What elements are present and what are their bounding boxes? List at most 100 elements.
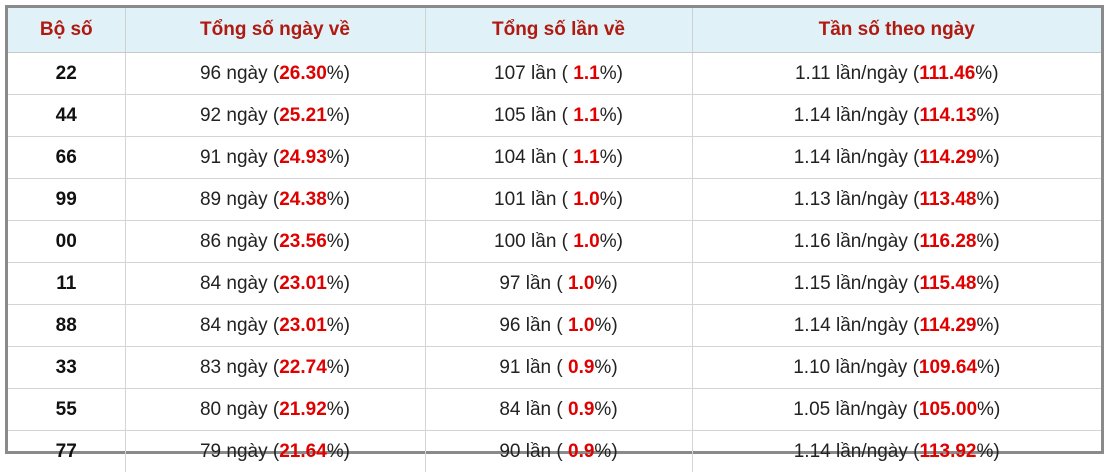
cell-text: 91 lần ( [499, 357, 568, 378]
cell: 84 ngày (23.01%) [125, 263, 425, 305]
percent-value: 23.56 [279, 231, 327, 252]
number-pair: 00 [8, 221, 125, 263]
percent-value: 114.13 [919, 105, 976, 126]
percent-value: 1.0 [568, 315, 594, 336]
cell-text: %) [977, 441, 1000, 462]
cell-text: %) [327, 399, 350, 420]
percent-value: 111.46 [919, 63, 975, 84]
header-cell: Tổng số lần về [425, 8, 692, 53]
percent-value: 109.64 [919, 357, 977, 378]
percent-value: 115.48 [919, 273, 976, 294]
percent-value: 114.29 [919, 315, 976, 336]
cell-text: 1.05 lần/ngày ( [793, 399, 919, 420]
cell-text: 1.16 lần/ngày ( [794, 231, 920, 252]
cell-text: 1.14 lần/ngày ( [794, 105, 920, 126]
cell-text: %) [977, 273, 1000, 294]
cell-text: %) [594, 315, 617, 336]
cell-text: 1.11 lần/ngày ( [795, 63, 919, 84]
percent-value: 22.74 [279, 357, 327, 378]
number-pair: 99 [8, 179, 125, 221]
number-pair: 77 [8, 431, 125, 472]
percent-value: 1.0 [573, 189, 599, 210]
cell-text: 1.14 lần/ngày ( [794, 315, 920, 336]
cell: 84 lần ( 0.9%) [425, 389, 692, 431]
cell: 1.16 lần/ngày (116.28%) [692, 221, 1101, 263]
cell-text: 1.10 lần/ngày ( [793, 357, 919, 378]
cell-text: %) [327, 189, 350, 210]
percent-value: 25.21 [279, 105, 327, 126]
cell-text: 86 ngày ( [200, 231, 279, 252]
cell: 91 ngày (24.93%) [125, 137, 425, 179]
cell-text: %) [327, 147, 350, 168]
header-cell: Tổng số ngày về [125, 8, 425, 53]
cell: 105 lần ( 1.1%) [425, 95, 692, 137]
cell-text: 101 lần ( [494, 189, 573, 210]
cell: 96 ngày (26.30%) [125, 53, 425, 95]
cell: 1.14 lần/ngày (114.29%) [692, 305, 1101, 347]
cell: 89 ngày (24.38%) [125, 179, 425, 221]
cell-text: 96 ngày ( [200, 63, 279, 84]
percent-value: 26.30 [279, 63, 327, 84]
cell: 92 ngày (25.21%) [125, 95, 425, 137]
cell-text: %) [327, 231, 350, 252]
cell-text: %) [977, 105, 1000, 126]
cell: 100 lần ( 1.0%) [425, 221, 692, 263]
cell-text: %) [327, 273, 350, 294]
cell-text: 80 ngày ( [200, 399, 279, 420]
number-pair: 55 [8, 389, 125, 431]
cell-text: %) [600, 231, 623, 252]
cell: 83 ngày (22.74%) [125, 347, 425, 389]
cell-text: %) [600, 147, 623, 168]
percent-value: 24.93 [279, 147, 327, 168]
cell-text: 97 lần ( [499, 273, 568, 294]
cell-text: 90 lần ( [499, 441, 568, 462]
cell: 107 lần ( 1.1%) [425, 53, 692, 95]
cell-text: %) [975, 63, 998, 84]
cell-text: 79 ngày ( [200, 441, 279, 462]
percent-value: 0.9 [568, 399, 594, 420]
cell-text: 1.14 lần/ngày ( [794, 441, 920, 462]
cell-text: 83 ngày ( [200, 357, 279, 378]
number-pair: 33 [8, 347, 125, 389]
cell-text: 91 ngày ( [200, 147, 279, 168]
percent-value: 21.92 [279, 399, 327, 420]
cell-text: %) [977, 189, 1000, 210]
cell: 101 lần ( 1.0%) [425, 179, 692, 221]
percent-value: 23.01 [279, 273, 327, 294]
cell: 1.11 lần/ngày (111.46%) [692, 53, 1101, 95]
cell-text: %) [594, 441, 617, 462]
cell-text: %) [327, 105, 350, 126]
cell: 97 lần ( 1.0%) [425, 263, 692, 305]
percent-value: 1.1 [573, 105, 599, 126]
header-cell: Tần số theo ngày [692, 8, 1101, 53]
cell-text: %) [594, 357, 617, 378]
cell: 1.14 lần/ngày (113.92%) [692, 431, 1101, 472]
cell-text: 84 lần ( [499, 399, 568, 420]
percent-value: 116.28 [919, 231, 976, 252]
number-pair: 44 [8, 95, 125, 137]
cell-text: 105 lần ( [494, 105, 573, 126]
cell: 1.15 lần/ngày (115.48%) [692, 263, 1101, 305]
cell-text: %) [600, 105, 623, 126]
number-pair: 88 [8, 305, 125, 347]
cell: 1.14 lần/ngày (114.13%) [692, 95, 1101, 137]
cell-text: %) [594, 273, 617, 294]
cell-text: %) [977, 147, 1000, 168]
header-cell: Bộ số [8, 8, 125, 53]
cell-text: 107 lần ( [494, 63, 573, 84]
cell: 104 lần ( 1.1%) [425, 137, 692, 179]
cell-text: 100 lần ( [494, 231, 573, 252]
cell: 1.10 lần/ngày (109.64%) [692, 347, 1101, 389]
cell: 90 lần ( 0.9%) [425, 431, 692, 472]
